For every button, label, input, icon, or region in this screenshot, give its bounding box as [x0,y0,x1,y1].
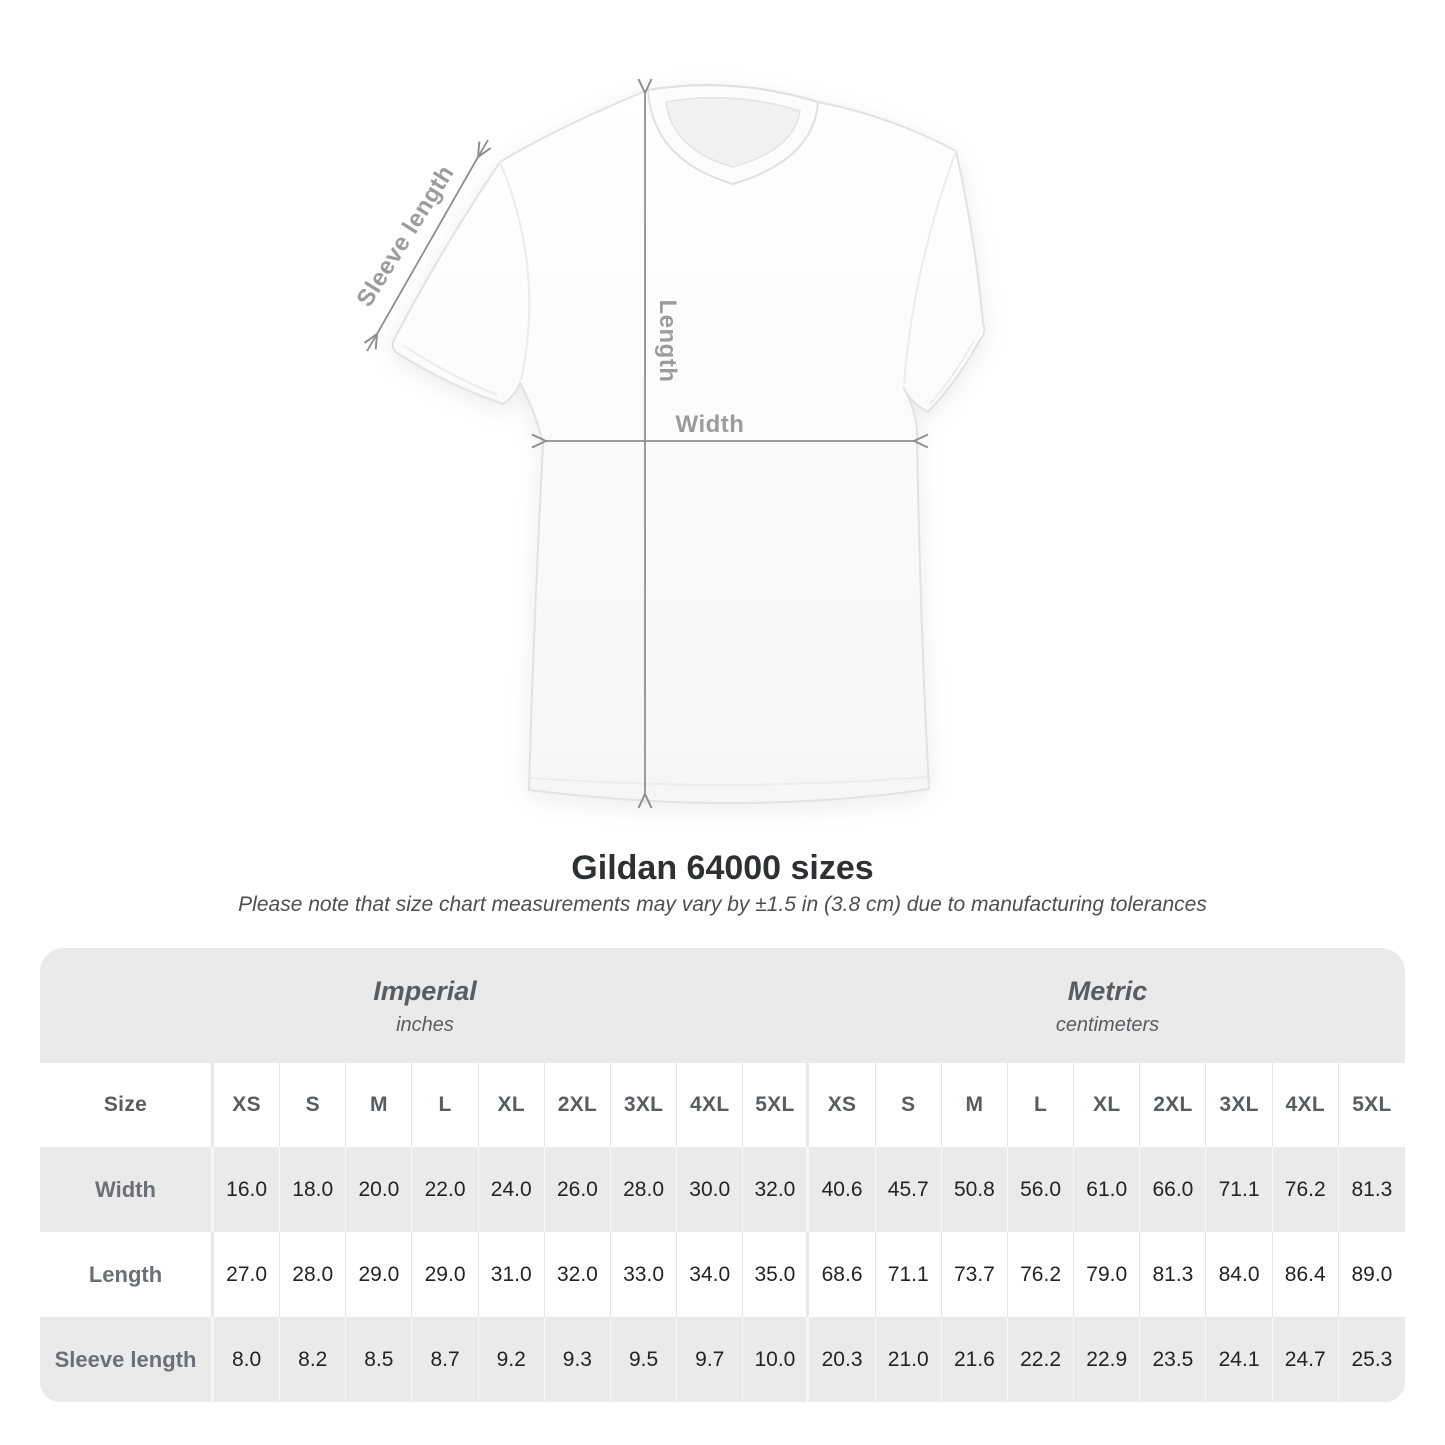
table-cell: 61.0 [1074,1147,1141,1232]
table-cell: 28.0 [611,1147,678,1232]
table-cell: 22.2 [1008,1317,1075,1402]
table-cell: 34.0 [677,1232,744,1317]
imperial-label: Imperial [373,976,477,1006]
seam-lines [403,150,975,786]
table-cell: 56.0 [1008,1147,1075,1232]
table-cell: 30.0 [677,1147,744,1232]
size-table: Imperial inches Metric centimeters Size X… [40,948,1405,1402]
table-cell: 31.0 [479,1232,545,1317]
size-col-header: 3XL [1206,1063,1273,1147]
table-cell: 24.1 [1206,1317,1273,1402]
table-cell: 68.6 [809,1232,876,1317]
collar-opening [665,96,801,168]
size-col-header: L [412,1063,479,1147]
size-col-header: 5XL [743,1063,810,1147]
metric-label: Metric [1067,976,1148,1006]
table-cell: 32.0 [545,1232,611,1317]
size-col-header: XS [214,1063,281,1147]
table-row: Length 27.0 28.0 29.0 29.0 31.0 32.0 33.0 34.0 35… [40,1232,1405,1317]
table-cell: 9.2 [479,1317,545,1402]
table-cell: 27.0 [214,1232,281,1317]
table-cell: 73.7 [942,1232,1008,1317]
table-cell: 86.4 [1273,1232,1339,1317]
size-col-header: XL [479,1063,545,1147]
table-cell: 25.3 [1351,1347,1393,1371]
tshirt-outline [391,84,986,805]
table-cell: 9.3 [545,1317,611,1402]
table-cell: 29.0 [412,1232,479,1317]
size-col-header: M [346,1063,413,1147]
size-col-header: 4XL [677,1063,744,1147]
tshirt-diagram: Length Width Sleeve length [351,0,986,870]
size-col-header: 5XL [1352,1093,1392,1116]
table-cell: 76.2 [1008,1232,1075,1317]
size-column-header: Size [40,1063,214,1147]
table-cell: 81.3 [1140,1232,1207,1317]
size-col-header: S [280,1063,347,1147]
table-cell: 29.0 [346,1232,413,1317]
table-cell: 22.0 [412,1147,479,1232]
table-cell: 18.0 [280,1147,347,1232]
row-label: Sleeve length [40,1317,214,1402]
table-cell: 35.0 [743,1232,810,1317]
table-cell: 23.5 [1140,1317,1207,1402]
table-cell: 21.0 [876,1317,942,1402]
table-cell: 16.0 [214,1147,281,1232]
table-cell: 40.6 [809,1147,876,1232]
table-cell: 81.3 [1351,1177,1393,1201]
table-cell: 21.6 [942,1317,1008,1402]
table-cell: 22.9 [1074,1317,1141,1402]
table-cell: 8.2 [280,1317,347,1402]
table-cell: 32.0 [743,1147,810,1232]
size-col-header: 2XL [1140,1063,1207,1147]
table-cell: 26.0 [545,1147,611,1232]
table-cell: 79.0 [1074,1232,1141,1317]
size-col-header: 4XL [1273,1063,1339,1147]
chart-note: Please note that size chart measurements… [238,893,1207,916]
table-cell: 24.0 [479,1147,545,1232]
length-label: Length [654,300,681,383]
width-label: Width [676,411,745,438]
table-cell: 76.2 [1273,1147,1339,1232]
table-cell: 71.1 [1206,1147,1273,1232]
table-cell: 84.0 [1206,1232,1273,1317]
size-col-header: M [942,1063,1008,1147]
table-cell: 8.5 [346,1317,413,1402]
metric-unit: centimeters [1055,1014,1160,1036]
table-row: Sleeve length 8.0 8.2 8.5 8.7 9.2 9.3 9.5 9.7 10.… [40,1317,1405,1402]
size-col-header: XL [1074,1063,1141,1147]
table-cell: 66.0 [1140,1147,1207,1232]
size-table-body: Size XS S M L XL 2XL 3XL 4XL 5XL XS S M L XL 2XL 3XL 4XL 5… [40,1063,1405,1402]
table-cell: 45.7 [876,1147,942,1232]
table-cell: 89.0 [1351,1262,1393,1286]
row-label: Length [40,1232,214,1317]
size-col-header: 2XL [545,1063,611,1147]
table-cell: 8.7 [412,1317,479,1402]
metric-header: Metric centimeters [810,948,1405,1063]
table-cell: 24.7 [1273,1317,1339,1402]
table-cell: 71.1 [876,1232,942,1317]
table-cell: 28.0 [280,1232,347,1317]
size-col-header: 3XL [611,1063,678,1147]
table-cell: 9.7 [677,1317,744,1402]
table-unit-header: Imperial inches Metric centimeters [40,948,1405,1063]
table-cell: 50.8 [942,1147,1008,1232]
table-row: Width 16.0 18.0 20.0 22.0 24.0 26.0 28.0 30.0 32.… [40,1147,1405,1232]
table-cell: 20.3 [809,1317,876,1402]
table-cell: 20.0 [346,1147,413,1232]
table-cell: 10.0 [743,1317,810,1402]
table-cell: 8.0 [214,1317,281,1402]
chart-title: Gildan 64000 sizes [571,849,874,887]
imperial-unit: inches [396,1014,454,1036]
sleeve-length-arrow [367,139,488,352]
size-col-header: XS [809,1063,876,1147]
table-row: Size XS S M L XL 2XL 3XL 4XL 5XL XS S M L XL 2XL 3XL 4XL 5… [40,1063,1405,1147]
table-cell: 9.5 [611,1317,678,1402]
row-label: Width [40,1147,214,1232]
tshirt-graphic [391,84,986,805]
size-col-header: S [876,1063,942,1147]
table-cell: 33.0 [611,1232,678,1317]
size-col-header: L [1008,1063,1075,1147]
imperial-header: Imperial inches [40,948,810,1063]
